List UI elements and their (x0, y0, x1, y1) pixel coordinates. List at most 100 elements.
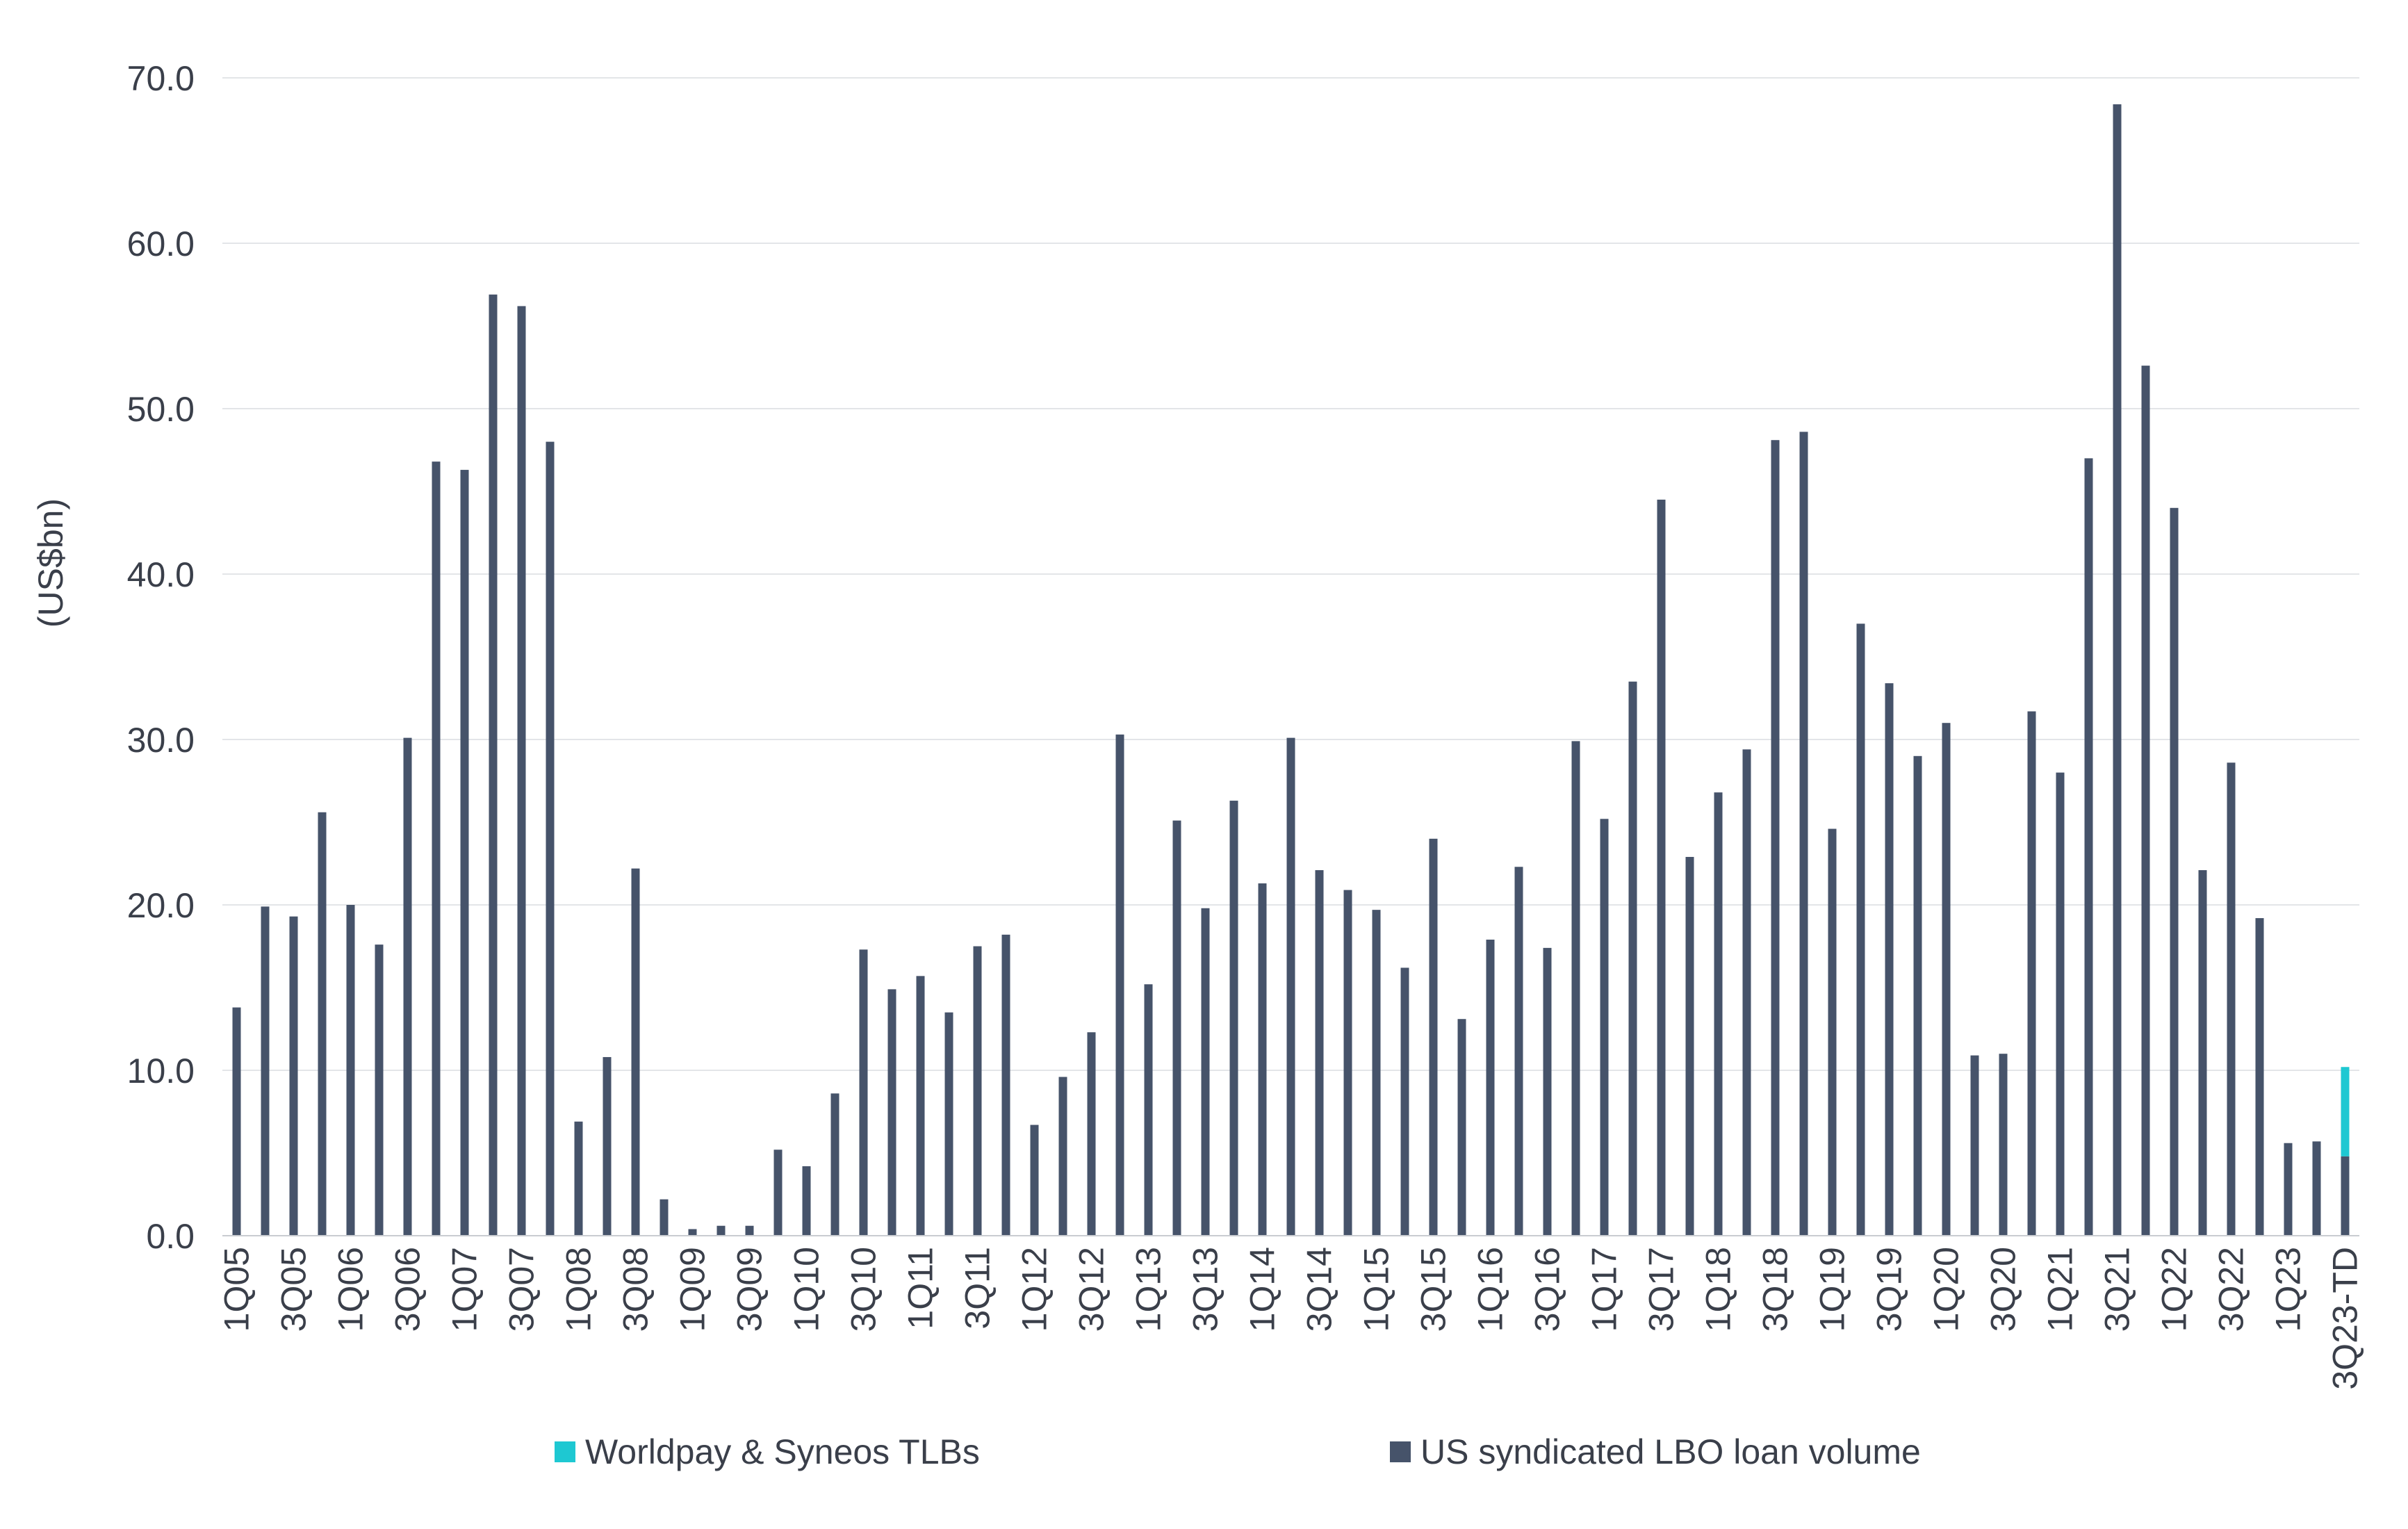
x-tick-label: 1Q14 (1243, 1247, 1282, 1332)
legend-label-worldpay: Worldpay & Syneos TLBs (585, 1432, 980, 1471)
legend-swatch-lbo-volume (1390, 1441, 1411, 1462)
bar-lbo-volume (1856, 623, 1865, 1236)
bar-lbo-volume (1913, 755, 1922, 1236)
bar-lbo-volume (1685, 856, 1694, 1236)
bar-lbo-volume (1315, 870, 1324, 1236)
bar-lbo-volume (859, 949, 868, 1236)
bar-lbo-volume (2170, 507, 2179, 1236)
x-tick-label: 1Q12 (1015, 1247, 1054, 1332)
x-tick-label: 1Q11 (901, 1247, 940, 1330)
bar-lbo-volume (1742, 749, 1751, 1236)
bar-lbo-volume (1543, 947, 1552, 1236)
bar-lbo-volume (432, 461, 441, 1236)
y-axis-label: (US$bn) (31, 498, 70, 628)
y-tick-label: 10.0 (127, 1052, 195, 1090)
bar-lbo-volume (716, 1225, 726, 1236)
bar-lbo-volume (1999, 1054, 2008, 1236)
x-tick-label: 1Q23 (2269, 1247, 2308, 1332)
bar-lbo-volume (2113, 104, 2122, 1236)
bar-lbo-volume (1429, 838, 1438, 1236)
bar-lbo-volume (603, 1056, 612, 1236)
y-tick-label: 50.0 (127, 390, 195, 429)
x-tick-label: 3Q10 (844, 1247, 883, 1332)
x-tick-label: 1Q18 (1699, 1247, 1738, 1332)
bar-lbo-volume (261, 906, 270, 1236)
bar-lbo-volume (1657, 499, 1666, 1236)
y-tick-label: 40.0 (127, 555, 195, 594)
bar-lbo-volume (1571, 741, 1580, 1236)
bar-lbo-volume (802, 1166, 811, 1236)
x-tick-label: 3Q18 (1756, 1247, 1795, 1332)
bar-lbo-volume (2084, 458, 2093, 1236)
x-tick-label: 3Q22 (2212, 1247, 2251, 1332)
bar-lbo-volume (745, 1225, 754, 1236)
bar-lbo-volume (1714, 792, 1723, 1236)
x-tick-label: 3Q06 (388, 1247, 427, 1332)
x-tick-label: 1Q06 (331, 1247, 370, 1332)
x-tick-label: 3Q23-TD (2326, 1247, 2365, 1390)
bar-lbo-volume (546, 441, 555, 1236)
bar-lbo-volume (1942, 723, 1951, 1236)
bar-lbo-volume (1600, 819, 1609, 1236)
bar-lbo-volume (2312, 1141, 2321, 1236)
x-tick-label: 1Q10 (787, 1247, 826, 1332)
bar-lbo-volume (1799, 432, 1808, 1236)
bar-lbo-volume (1229, 801, 1238, 1236)
bar-lbo-volume (1970, 1055, 1979, 1236)
legend-swatch-worldpay (555, 1441, 575, 1462)
bar-lbo-volume (1372, 910, 1381, 1236)
bar-lbo-volume (1058, 1077, 1067, 1236)
x-tick-label: 1Q07 (445, 1247, 484, 1332)
bar-lbo-volume (1400, 967, 1409, 1236)
bar-lbo-volume (773, 1150, 783, 1236)
x-tick-label: 3Q19 (1870, 1247, 1909, 1332)
y-tick-label: 30.0 (127, 721, 195, 760)
bar-lbo-volume (1514, 867, 1523, 1236)
bar-lbo-volume (1885, 683, 1894, 1236)
y-tick-label: 70.0 (127, 59, 195, 98)
bar-lbo-volume (2227, 762, 2236, 1236)
y-axis-ticks: 0.0 10.0 20.0 30.0 40.0 50.0 60.0 70.0 (127, 59, 195, 1256)
bar-lbo-volume (2341, 1156, 2350, 1236)
bar-lbo-volume (2056, 772, 2065, 1236)
bar-lbo-volume (517, 306, 526, 1236)
bar-lbo-volume (1087, 1032, 1096, 1236)
bar-lbo-volume (346, 905, 355, 1236)
x-tick-label: 3Q12 (1072, 1247, 1111, 1332)
x-tick-label: 1Q08 (559, 1247, 598, 1332)
bar-lbo-volume (1628, 681, 1637, 1236)
x-tick-label: 1Q19 (1813, 1247, 1852, 1332)
bar-lbo-volume (830, 1093, 839, 1236)
bar-lbo-volume (2027, 711, 2036, 1236)
x-axis-ticks: 1Q05 3Q05 1Q06 3Q06 1Q07 3Q07 1Q08 3Q08 1Q09 3Q09… (218, 1247, 2365, 1390)
bar-lbo-volume (1201, 908, 1210, 1236)
bar-lbo-volume (2198, 870, 2207, 1236)
bar-lbo-volume (631, 868, 640, 1236)
x-tick-label: 1Q13 (1129, 1247, 1168, 1332)
legend-item-worldpay: Worldpay & Syneos TLBs (555, 1432, 980, 1472)
bar-lbo-volume (1144, 984, 1153, 1236)
x-tick-label: 3Q15 (1414, 1247, 1453, 1332)
x-tick-label: 3Q07 (502, 1247, 541, 1332)
x-tick-label: 3Q17 (1642, 1247, 1681, 1332)
x-tick-label: 1Q20 (1927, 1247, 1966, 1332)
x-tick-label: 1Q05 (218, 1247, 256, 1332)
x-tick-label: 3Q09 (730, 1247, 769, 1332)
x-tick-label: 3Q21 (2098, 1247, 2137, 1332)
legend-item-lbo-volume: US syndicated LBO loan volume (1390, 1432, 1921, 1472)
bar-lbo-volume (289, 916, 298, 1236)
bar-lbo-volume (1172, 820, 1181, 1236)
x-tick-label: 3Q11 (958, 1247, 997, 1330)
bar-lbo-volume (944, 1012, 953, 1236)
bar-lbo-volume (2284, 1143, 2293, 1236)
bar-lbo-volume (660, 1199, 669, 1236)
bar-lbo-volume (460, 470, 469, 1236)
bar-lbo-volume (1771, 440, 1780, 1236)
bar-lbo-volume (1286, 737, 1295, 1236)
bar-lbo-volume (574, 1121, 583, 1236)
x-tick-label: 1Q09 (673, 1247, 712, 1332)
y-tick-label: 0.0 (146, 1217, 195, 1256)
x-tick-label: 3Q05 (275, 1247, 313, 1332)
bar-lbo-volume (1828, 828, 1837, 1236)
x-tick-label: 3Q14 (1300, 1247, 1339, 1332)
